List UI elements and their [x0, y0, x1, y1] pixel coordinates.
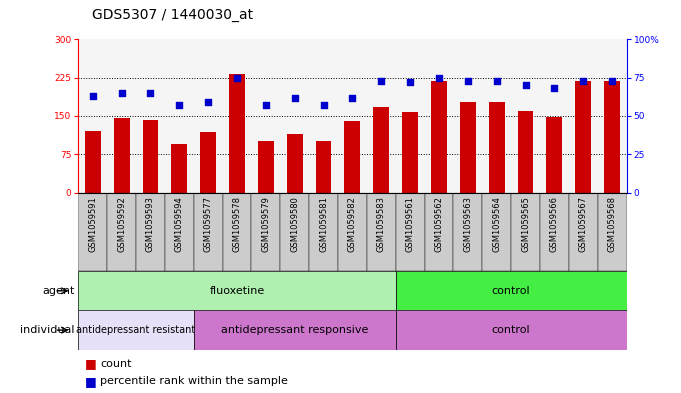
Bar — [281, 193, 309, 271]
Text: control: control — [492, 286, 530, 296]
Point — [434, 74, 445, 81]
Bar — [424, 193, 454, 271]
Text: GSM1059592: GSM1059592 — [117, 196, 126, 252]
Text: agent: agent — [42, 286, 75, 296]
Bar — [489, 102, 505, 193]
Bar — [396, 193, 424, 271]
Text: ■: ■ — [85, 357, 101, 370]
Text: GSM1059566: GSM1059566 — [550, 196, 559, 252]
Point — [203, 99, 214, 105]
Text: GSM1059591: GSM1059591 — [89, 196, 97, 252]
Bar — [251, 193, 281, 271]
Text: count: count — [100, 358, 131, 369]
Point — [289, 94, 300, 101]
Text: GSM1059579: GSM1059579 — [262, 196, 270, 252]
Text: ■: ■ — [85, 375, 101, 388]
Bar — [78, 193, 107, 271]
Bar — [396, 271, 627, 310]
Point — [260, 102, 271, 108]
Text: GSM1059567: GSM1059567 — [579, 196, 588, 252]
Bar — [114, 118, 129, 193]
Bar — [229, 74, 245, 193]
Text: GSM1059582: GSM1059582 — [348, 196, 357, 252]
Bar — [431, 81, 447, 193]
Point — [577, 77, 588, 84]
Bar — [345, 121, 360, 193]
Bar — [454, 193, 482, 271]
Point — [520, 82, 531, 88]
Bar — [367, 193, 396, 271]
Point — [145, 90, 156, 96]
Bar — [136, 193, 165, 271]
Bar — [482, 193, 511, 271]
Bar — [287, 134, 302, 193]
Text: GSM1059562: GSM1059562 — [434, 196, 443, 252]
Point — [318, 102, 329, 108]
Text: GSM1059593: GSM1059593 — [146, 196, 155, 252]
Bar — [518, 111, 533, 193]
Bar — [315, 141, 332, 193]
Text: antidepressant responsive: antidepressant responsive — [221, 325, 368, 335]
Bar — [338, 193, 367, 271]
Text: individual: individual — [20, 325, 75, 335]
Point — [607, 77, 618, 84]
Bar — [172, 144, 187, 193]
Text: GSM1059578: GSM1059578 — [232, 196, 242, 252]
Text: GSM1059581: GSM1059581 — [319, 196, 328, 252]
Text: antidepressant resistant: antidepressant resistant — [76, 325, 195, 335]
Text: GDS5307 / 1440030_at: GDS5307 / 1440030_at — [92, 8, 253, 22]
Bar — [575, 81, 591, 193]
Bar — [309, 193, 338, 271]
Bar — [460, 102, 476, 193]
Text: GSM1059568: GSM1059568 — [607, 196, 616, 252]
Bar — [396, 310, 627, 350]
Bar — [223, 193, 251, 271]
Point — [405, 79, 415, 85]
Point — [376, 77, 387, 84]
Point — [347, 94, 358, 101]
Bar — [85, 131, 101, 193]
Bar — [402, 112, 418, 193]
Point — [87, 93, 98, 99]
Text: GSM1059583: GSM1059583 — [377, 196, 385, 252]
Bar — [200, 132, 216, 193]
Text: GSM1059565: GSM1059565 — [521, 196, 530, 252]
Point — [462, 77, 473, 84]
Text: fluoxetine: fluoxetine — [209, 286, 265, 296]
Bar — [546, 117, 563, 193]
Bar — [78, 271, 396, 310]
Bar — [258, 141, 274, 193]
Text: GSM1059563: GSM1059563 — [463, 196, 473, 252]
Bar — [193, 193, 223, 271]
Text: GSM1059594: GSM1059594 — [175, 196, 184, 252]
Bar — [107, 193, 136, 271]
Point — [491, 77, 502, 84]
Point — [116, 90, 127, 96]
Bar — [373, 107, 390, 193]
Bar — [165, 193, 193, 271]
Point — [232, 74, 242, 81]
Text: GSM1059561: GSM1059561 — [406, 196, 415, 252]
Bar — [598, 193, 627, 271]
Bar — [604, 81, 620, 193]
Text: percentile rank within the sample: percentile rank within the sample — [100, 376, 288, 386]
Bar — [78, 310, 193, 350]
Text: control: control — [492, 325, 530, 335]
Point — [174, 102, 185, 108]
Text: GSM1059580: GSM1059580 — [290, 196, 299, 252]
Bar — [142, 119, 159, 193]
Bar — [540, 193, 569, 271]
Bar — [193, 310, 396, 350]
Text: GSM1059564: GSM1059564 — [492, 196, 501, 252]
Bar — [569, 193, 598, 271]
Text: GSM1059577: GSM1059577 — [204, 196, 212, 252]
Point — [549, 85, 560, 92]
Bar — [511, 193, 540, 271]
